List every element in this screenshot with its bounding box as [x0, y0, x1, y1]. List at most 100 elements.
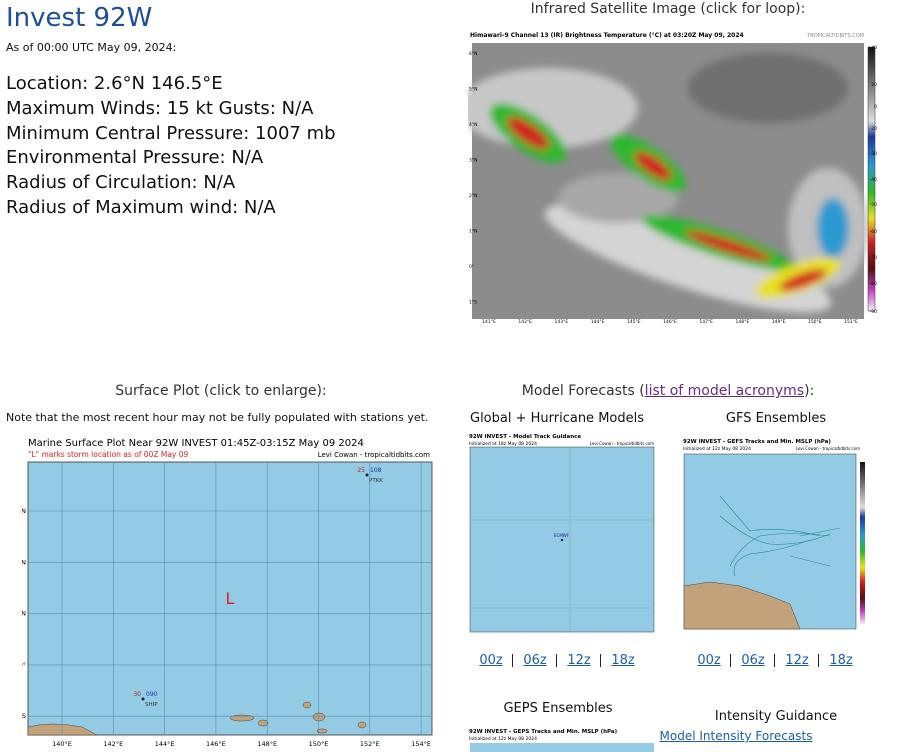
- info-line: Minimum Central Pressure: 1007 mb: [6, 122, 336, 144]
- gfs-ensembles-image[interactable]: 92W INVEST - GEFS Tracks and Min. MSLP (…: [680, 436, 868, 633]
- lon-label: 152°E: [360, 740, 380, 748]
- station-id: PTKK: [369, 478, 383, 484]
- lat-label: 5°N: [469, 87, 477, 93]
- global-models-image[interactable]: 92W INVEST - Model Track Guidance Initia…: [466, 430, 658, 636]
- surface-heading: Surface Plot (click to enlarge):: [115, 383, 327, 399]
- separator: [730, 654, 737, 667]
- lon-label: 148°E: [257, 740, 277, 748]
- model-label: ECMWF: [554, 533, 570, 538]
- run-link[interactable]: 06z: [523, 653, 547, 668]
- lat-label: 6°N: [22, 507, 26, 515]
- colorbar-label: 40: [871, 45, 877, 51]
- separator: [774, 654, 781, 667]
- storm-title: Invest 92W: [6, 3, 153, 33]
- station: [365, 473, 369, 477]
- acronyms-link[interactable]: list of model acronyms: [644, 383, 805, 399]
- lon-label: 142°E: [518, 319, 532, 324]
- lon-label: 142°E: [103, 740, 123, 748]
- lon-label: 144°E: [591, 319, 605, 324]
- lat-label: 4°N: [469, 122, 477, 128]
- lat-label: 6°N: [469, 51, 477, 57]
- run-link[interactable]: 06z: [741, 653, 765, 668]
- plot-credit: Levi Cowan - tropicaltidbits.com: [318, 451, 430, 459]
- intensity-heading: Intensity Guidance: [714, 709, 838, 724]
- info-line: Environmental Pressure: N/A: [6, 147, 264, 169]
- info-line: Radius of Circulation: N/A: [6, 172, 236, 194]
- run-link[interactable]: 12z: [567, 653, 591, 668]
- station-temp: 25: [357, 467, 365, 474]
- lat-label: 3°N: [469, 158, 477, 164]
- colorbar-label: 20: [871, 82, 877, 88]
- lon-label: 140°E: [52, 740, 72, 748]
- lon-label: 146°E: [206, 740, 226, 748]
- run-link[interactable]: 00z: [479, 653, 503, 668]
- model-heading-end: ):: [804, 383, 815, 399]
- colorbar-label: -80: [870, 281, 877, 287]
- satellite-heading: Infrared Satellite Image (click for loop…: [530, 1, 806, 17]
- lon-label: 154°E: [411, 740, 431, 748]
- lon-label: 150°E: [309, 740, 329, 748]
- image-title: 92W INVEST - GEPS Tracks and Min. MSLP (…: [469, 729, 618, 735]
- storm-marker: L: [226, 589, 235, 608]
- colorbar-label: -50: [870, 202, 877, 208]
- run-link[interactable]: 12z: [785, 653, 809, 668]
- surface-note: Note that the most recent hour may not b…: [6, 411, 429, 424]
- station-pressure: 090: [146, 691, 158, 698]
- image-init: Initialized at 12z May 08 2024: [469, 736, 537, 742]
- station: [141, 697, 145, 701]
- lon-label: 150°E: [808, 319, 822, 324]
- image-title: 92W INVEST - Model Track Guidance: [469, 434, 581, 440]
- satellite-image[interactable]: Himawari-9 Channel 13 (IR) Brightness Te…: [468, 28, 878, 324]
- intensity-link[interactable]: Model Intensity Forecasts: [659, 729, 813, 743]
- lon-label: 151°E: [844, 319, 858, 324]
- lat-label: 2°S: [22, 712, 26, 720]
- lat-label: 4°N: [22, 558, 26, 566]
- geps-heading: GEPS Ensembles: [503, 701, 613, 716]
- info-line: Maximum Winds: 15 kt Gusts: N/A: [6, 97, 314, 119]
- lon-label: 147°E: [699, 319, 713, 324]
- geps-ensembles-image[interactable]: 92W INVEST - GEPS Tracks and Min. MSLP (…: [466, 726, 658, 752]
- global-heading: Global + Hurricane Models: [469, 411, 645, 426]
- colorbar-label: 0: [874, 104, 877, 110]
- colorbar-label: -40: [870, 177, 877, 183]
- surface-plot[interactable]: Marine Surface Plot Near 92W INVEST 01:4…: [22, 435, 434, 752]
- separator: [818, 654, 825, 667]
- image-init: Initialized at 18z May 08 2024: [469, 441, 537, 447]
- separator: [556, 654, 563, 667]
- image-credit: Levi Cowan - tropicaltidbits.com: [590, 441, 654, 446]
- run-link[interactable]: 18z: [611, 653, 635, 668]
- colorbar-label: -30: [870, 151, 877, 157]
- model-heading-text: Model Forecasts (: [521, 383, 645, 399]
- plot-subtitle: "L" marks storm location as of 00Z May 0…: [28, 450, 189, 459]
- colorbar-label: -60: [870, 229, 877, 235]
- run-link[interactable]: 00z: [697, 653, 721, 668]
- lon-label: 146°E: [663, 319, 677, 324]
- lat-label: 0°: [469, 264, 474, 270]
- lat-label: 2°N: [22, 610, 26, 618]
- run-link[interactable]: 18z: [829, 653, 853, 668]
- image-credit: TROPICALTIDBITS.COM: [806, 33, 864, 39]
- lon-label: 143°E: [555, 319, 569, 324]
- lon-label: 141°E: [482, 319, 496, 324]
- lon-label: 148°E: [736, 319, 750, 324]
- lat-label: 1°S: [469, 300, 477, 306]
- info-line: Location: 2.6°N 146.5°E: [6, 73, 223, 94]
- colorbar-label: -20: [870, 126, 877, 132]
- station-id: SHIP: [145, 702, 158, 708]
- lat-label: 1°N: [469, 229, 477, 235]
- image-credit: Levi Cowan - tropicaltidbits.com: [796, 446, 860, 451]
- lon-label: 149°E: [772, 319, 786, 324]
- image-init: Initialized at 12z May 08 2024: [683, 446, 751, 452]
- info-line: Radius of Maximum wind: N/A: [6, 197, 276, 218]
- separator: [600, 654, 607, 667]
- colorbar-label: -70: [870, 255, 877, 261]
- model-heading: Model Forecasts (list of model acronyms)…: [522, 384, 815, 398]
- colorbar-label: -90: [870, 309, 877, 315]
- station-pressure: 108: [370, 467, 382, 474]
- as-of: As of 00:00 UTC May 09, 2024:: [6, 41, 177, 54]
- separator: [512, 654, 519, 667]
- lat-label: 2°N: [469, 193, 477, 199]
- lon-label: 145°E: [627, 319, 641, 324]
- station-temp: 30: [133, 691, 141, 698]
